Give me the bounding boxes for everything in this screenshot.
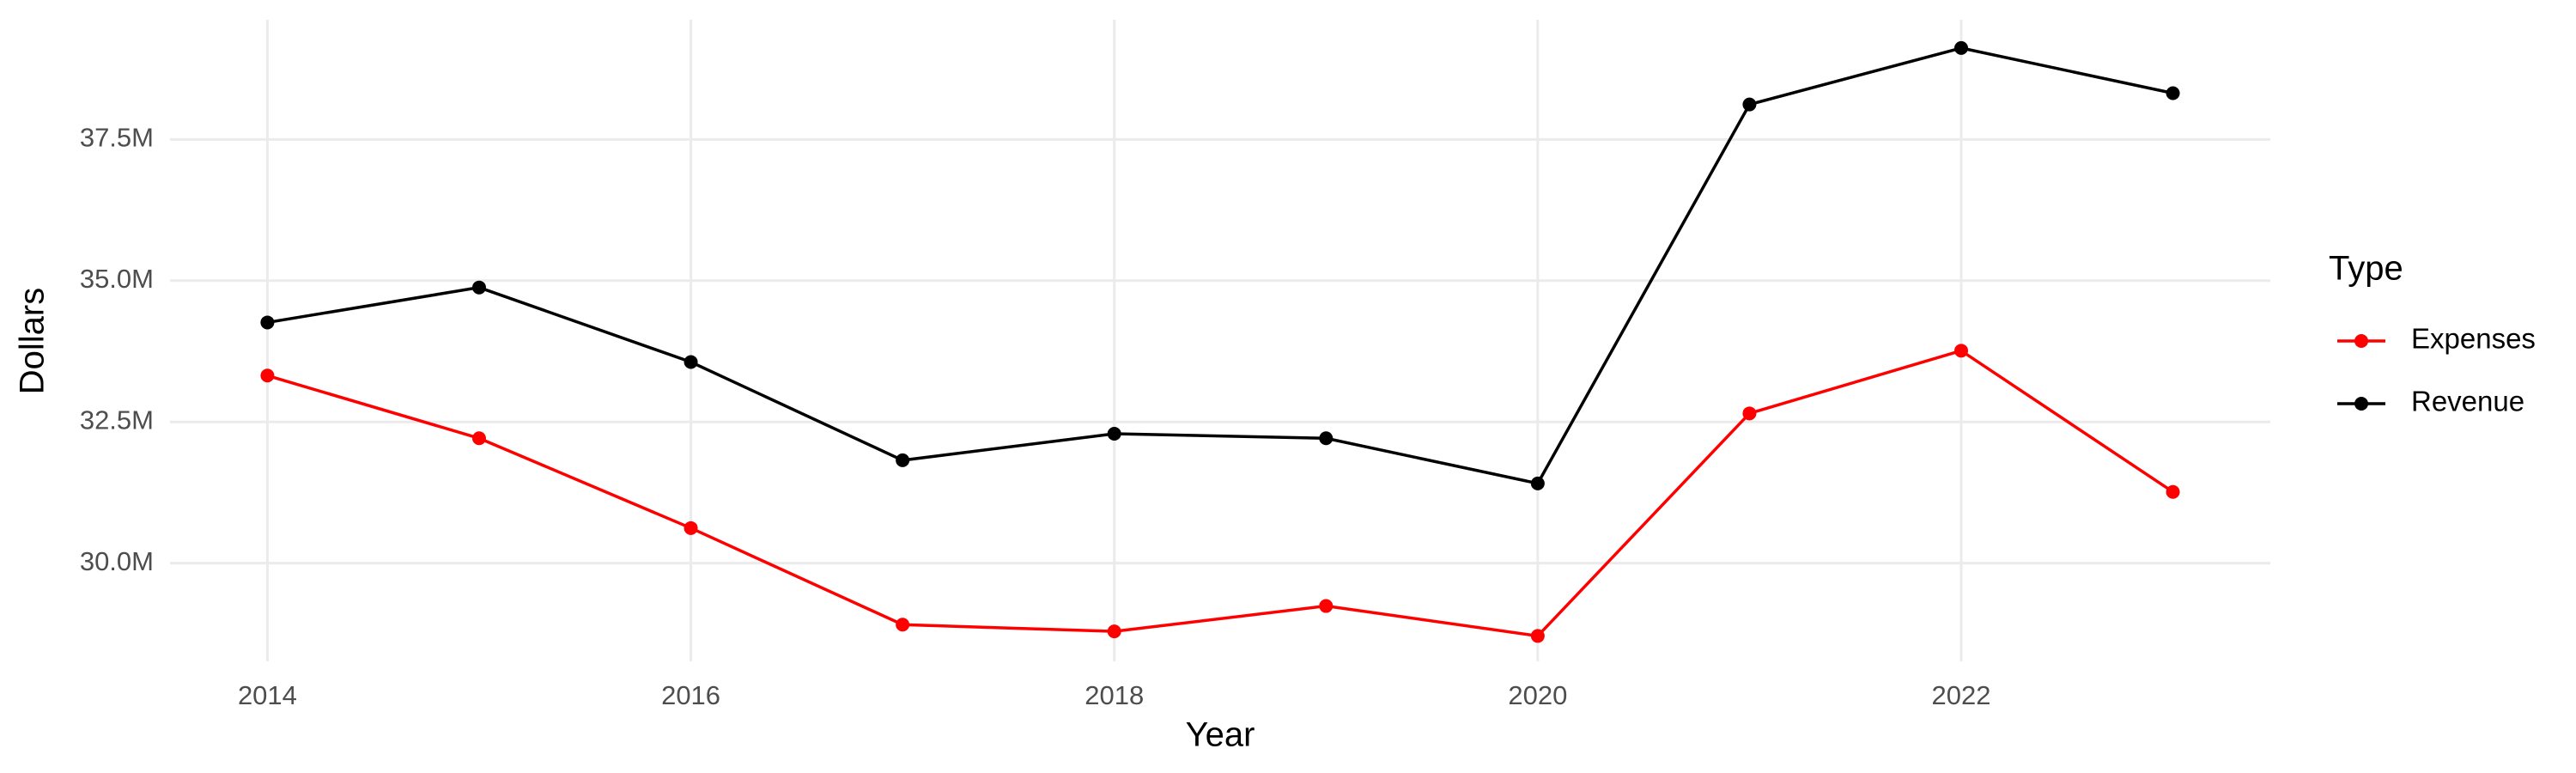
x-axis-title: Year xyxy=(1186,716,1255,754)
y-tick-label: 35.0M xyxy=(80,264,154,294)
data-point xyxy=(1954,40,1969,55)
data-point xyxy=(2166,484,2180,499)
data-point xyxy=(1742,97,1757,112)
legend-marker xyxy=(2354,397,2368,411)
legend-title: Type xyxy=(2329,250,2403,288)
data-point xyxy=(260,368,275,383)
data-point xyxy=(896,618,910,632)
x-tick-label: 2014 xyxy=(238,680,297,710)
x-tick-label: 2020 xyxy=(1508,680,1567,710)
data-point xyxy=(1319,431,1334,446)
data-point xyxy=(896,453,910,467)
data-point xyxy=(471,280,486,295)
series-line xyxy=(266,349,2174,638)
data-point xyxy=(683,520,698,535)
series-line xyxy=(267,46,2173,485)
x-tick-label: 2016 xyxy=(661,680,720,710)
x-tick-label: 2022 xyxy=(1932,680,1991,710)
data-point xyxy=(260,315,275,330)
data-point xyxy=(1107,426,1121,441)
data-point xyxy=(683,355,698,369)
y-tick-label: 32.5M xyxy=(80,405,154,435)
data-point xyxy=(1530,629,1545,643)
y-tick-label: 37.5M xyxy=(80,123,154,153)
data-point xyxy=(1319,599,1334,613)
legend-label: Revenue xyxy=(2411,386,2524,417)
y-axis-title: Dollars xyxy=(14,288,52,394)
data-point xyxy=(1742,406,1757,421)
x-tick-label: 2018 xyxy=(1084,680,1144,710)
data-point xyxy=(1530,476,1545,490)
y-tick-label: 30.0M xyxy=(80,546,154,576)
legend-marker xyxy=(2354,334,2368,348)
data-point xyxy=(471,431,486,446)
data-point xyxy=(1107,624,1121,639)
data-point xyxy=(2166,86,2180,100)
legend-label: Expenses xyxy=(2411,323,2536,355)
data-point xyxy=(1954,344,1969,358)
